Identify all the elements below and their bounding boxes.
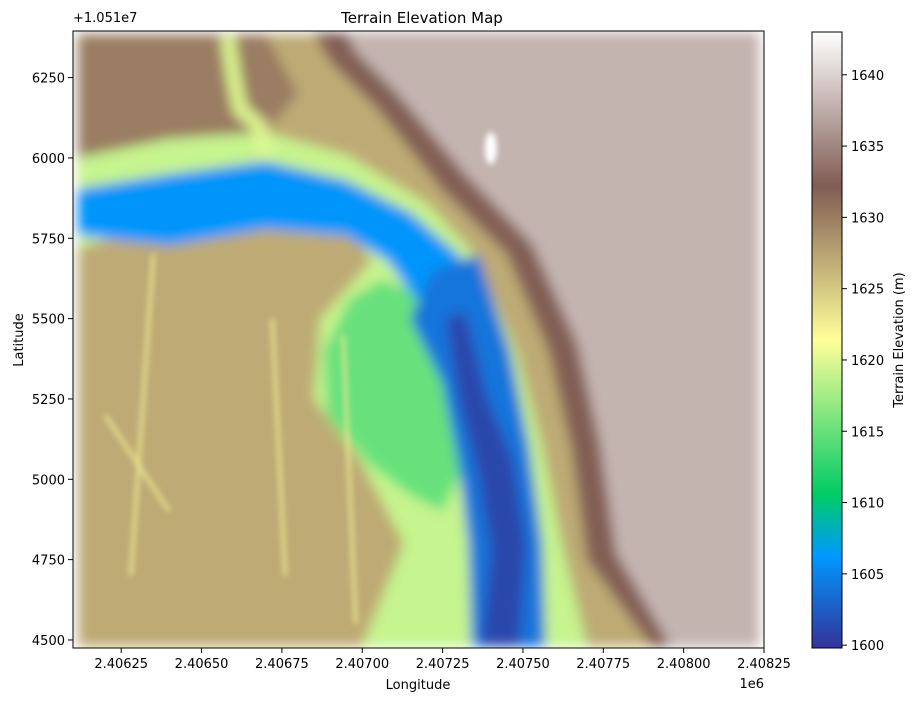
east-plateau-region: [346, 32, 760, 647]
y-tick-label: 4500: [32, 634, 65, 649]
y-tick-label: 4750: [32, 554, 65, 569]
y-tick-label: 5000: [32, 473, 65, 488]
x-tick-label: 2.40725: [416, 657, 470, 672]
x-tick-label: 2.40650: [175, 657, 229, 672]
north-ravine-region: [220, 34, 273, 160]
y-tick-label: 6000: [32, 152, 65, 167]
colorbar-tick-label: 1600: [851, 639, 884, 654]
x-offset-text: 1e6: [739, 677, 764, 692]
y-tick-label: 5500: [32, 313, 65, 328]
x-tick-label: 2.40675: [255, 657, 309, 672]
colorbar-tick-label: 1615: [851, 425, 884, 440]
plain-highlight-streak: [269, 318, 288, 576]
y-tick-label: 6250: [32, 72, 65, 87]
plot-frame: [72, 30, 765, 649]
y-tick-label: 5750: [32, 232, 65, 247]
colorbar-tick-label: 1605: [851, 568, 884, 583]
plain-highlight-streak: [340, 334, 359, 625]
northwest-slope-region: [77, 34, 298, 158]
colorbar-tick-label: 1610: [851, 497, 884, 512]
colorbar-tick-label: 1630: [851, 211, 884, 226]
x-tick-label: 2.40700: [335, 657, 389, 672]
y-tick-label: 5250: [32, 393, 65, 408]
colorbar-ticks: 1600 1605 1610 1615 1620 1625 1630 1635 1640: [842, 69, 884, 654]
x-axis-ticks: 2.40625 2.40650 2.40675 2.40700 2.40725 2.407…: [94, 648, 791, 672]
river-channel-region: [445, 312, 527, 647]
colorbar-tick-label: 1635: [851, 140, 884, 155]
x-tick-label: 2.40775: [576, 657, 630, 672]
y-axis-title: Latitude: [12, 313, 27, 367]
plain-highlight-streak: [103, 413, 172, 513]
x-tick-label: 2.40750: [496, 657, 550, 672]
y-offset-text: +1.051e7: [73, 11, 137, 26]
colorbar-tick-label: 1640: [851, 69, 884, 84]
plateau-bright-spot: [484, 132, 497, 165]
y-axis-ticks: 4500 4750 5000 5250 5500 5750 6000 6250: [32, 72, 73, 649]
x-axis-title: Longitude: [386, 678, 451, 693]
colorbar-title: Terrain Elevation (m): [892, 272, 907, 408]
chart-title: Terrain Elevation Map: [340, 9, 503, 27]
x-tick-label: 2.40625: [94, 657, 148, 672]
x-tick-label: 2.40800: [657, 657, 711, 672]
colorbar-tick-label: 1620: [851, 354, 884, 369]
elevation-heatmap: [77, 32, 760, 647]
colorbar: [811, 31, 843, 649]
colorbar-tick-label: 1625: [851, 283, 884, 298]
river-upper-region: [77, 161, 485, 335]
plain-highlight-streak: [128, 254, 156, 576]
x-tick-label: 2.40825: [737, 657, 791, 672]
